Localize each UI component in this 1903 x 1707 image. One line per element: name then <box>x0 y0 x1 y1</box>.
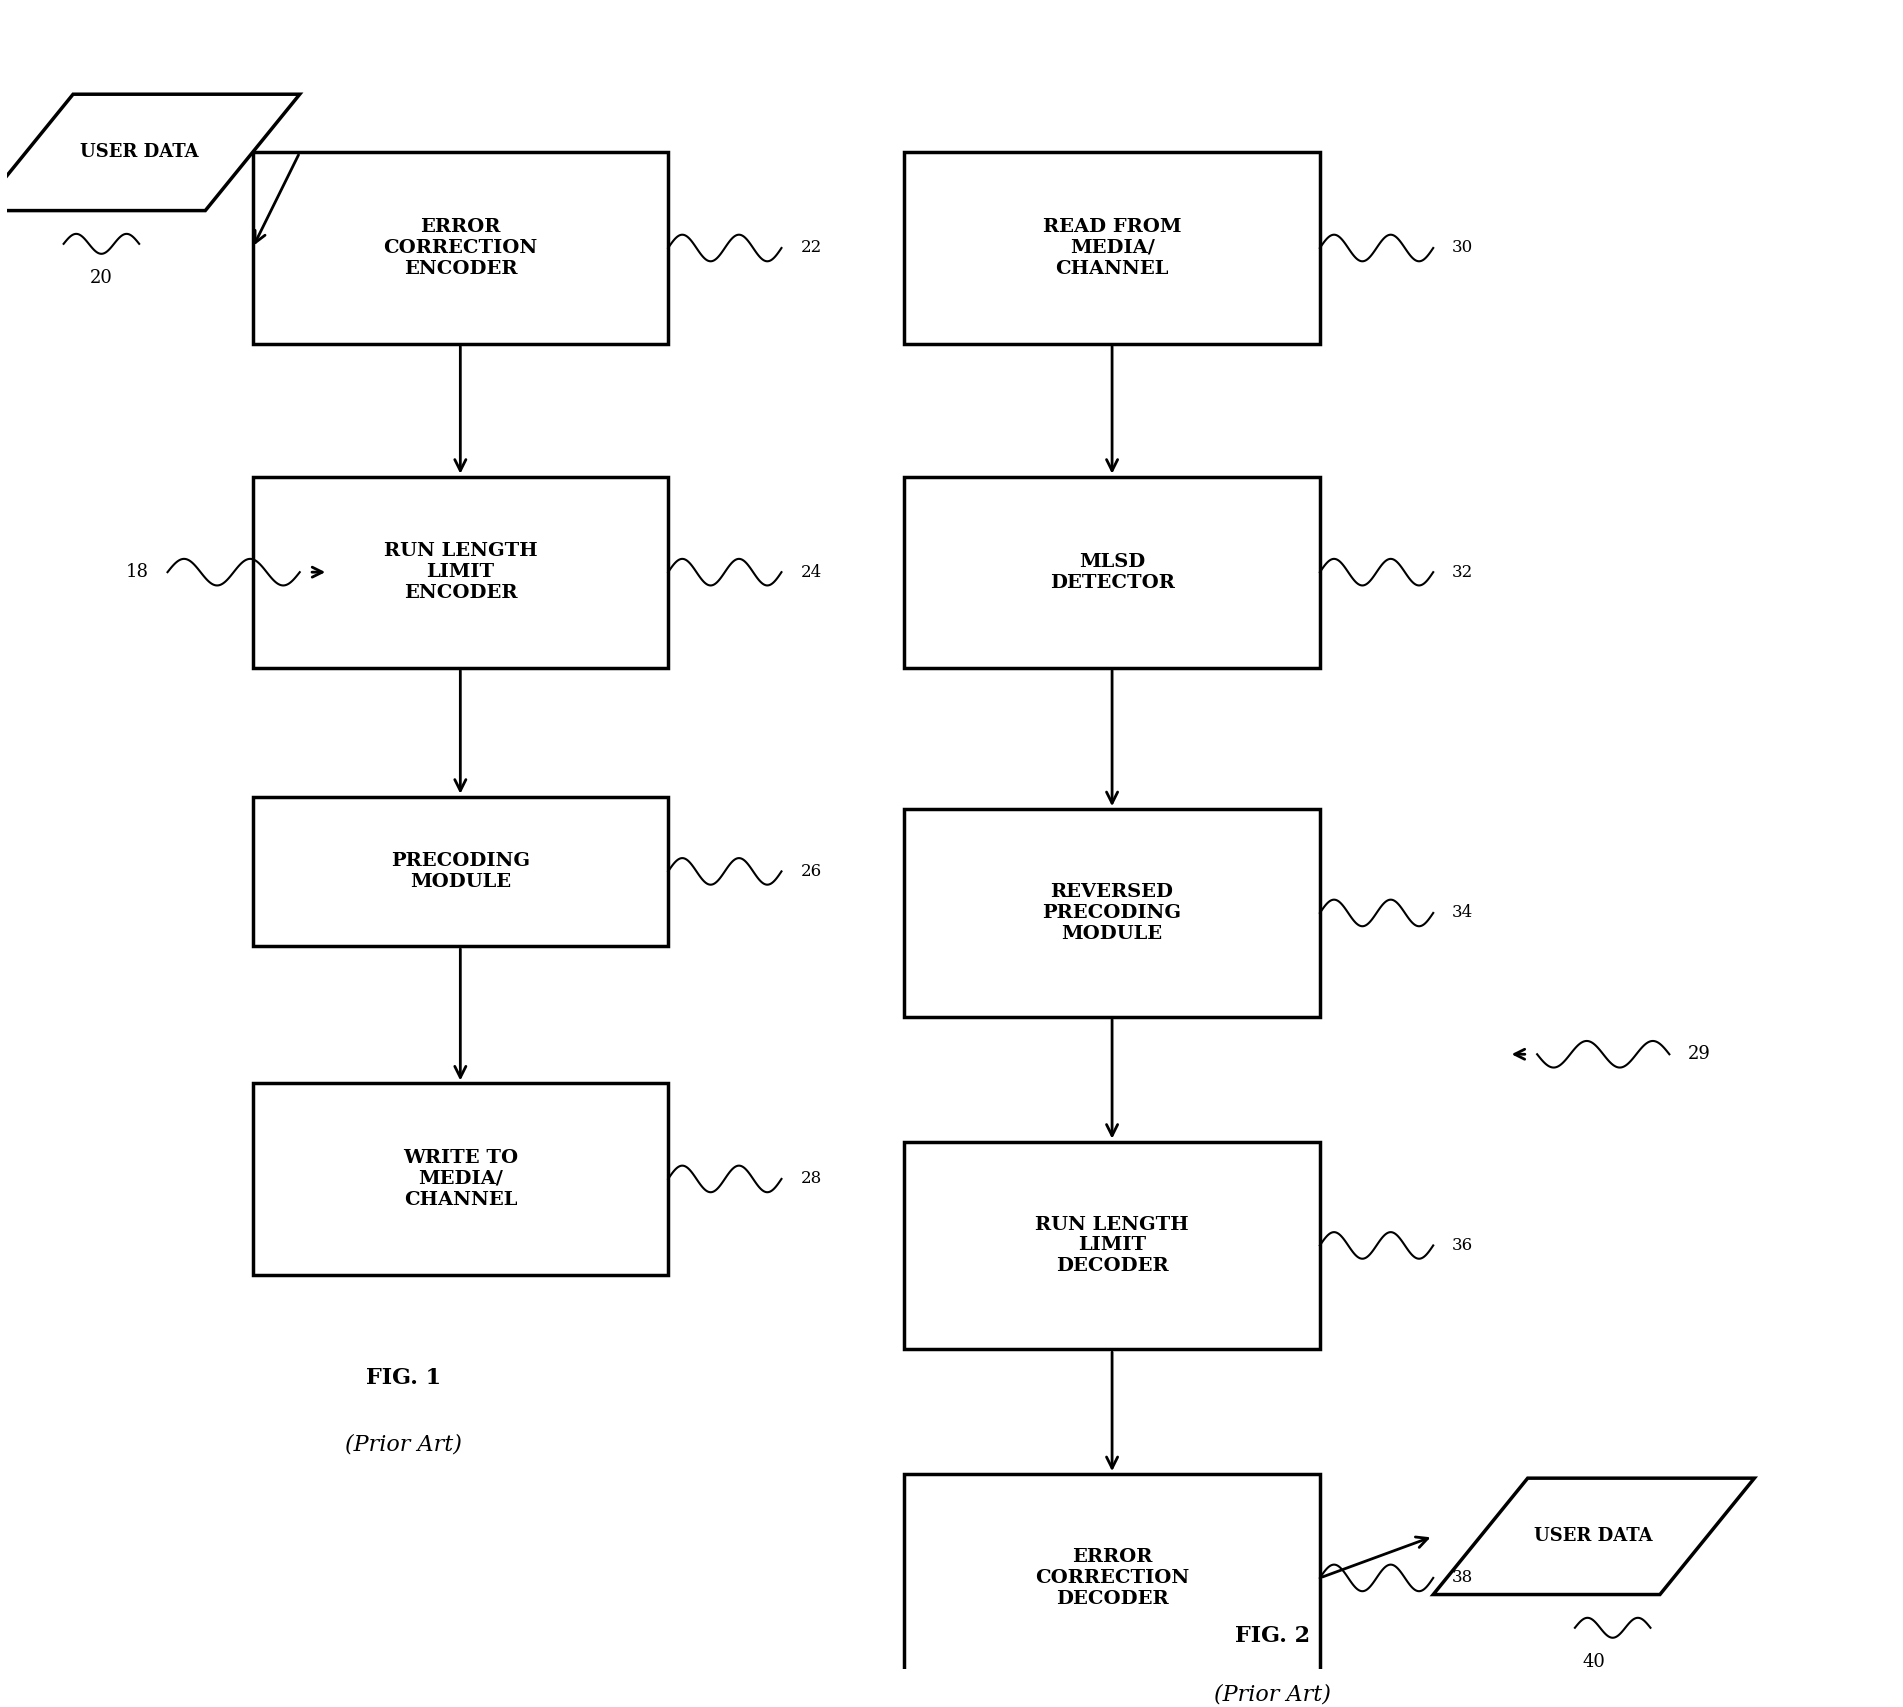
Text: FIG. 1: FIG. 1 <box>365 1367 441 1389</box>
FancyBboxPatch shape <box>904 1142 1321 1349</box>
FancyBboxPatch shape <box>253 797 668 946</box>
Text: RUN LENGTH
LIMIT
ENCODER: RUN LENGTH LIMIT ENCODER <box>384 543 537 603</box>
Polygon shape <box>0 94 301 210</box>
Text: 40: 40 <box>1583 1652 1606 1671</box>
FancyBboxPatch shape <box>904 1475 1321 1681</box>
Text: MLSD
DETECTOR: MLSD DETECTOR <box>1050 553 1174 592</box>
Text: USER DATA: USER DATA <box>80 143 198 162</box>
Text: 18: 18 <box>126 563 148 580</box>
Text: 24: 24 <box>801 563 822 580</box>
Text: ERROR
CORRECTION
DECODER: ERROR CORRECTION DECODER <box>1035 1548 1189 1608</box>
Polygon shape <box>1433 1478 1755 1594</box>
Text: 26: 26 <box>801 864 822 879</box>
Text: READ FROM
MEDIA/
CHANNEL: READ FROM MEDIA/ CHANNEL <box>1043 218 1182 278</box>
Text: PRECODING
MODULE: PRECODING MODULE <box>390 852 529 891</box>
Text: 32: 32 <box>1452 563 1473 580</box>
FancyBboxPatch shape <box>253 1084 668 1275</box>
Text: 30: 30 <box>1452 239 1473 256</box>
Text: 28: 28 <box>801 1171 822 1188</box>
Text: (Prior Art): (Prior Art) <box>1214 1683 1330 1705</box>
Text: 22: 22 <box>801 239 822 256</box>
FancyBboxPatch shape <box>904 152 1321 343</box>
Text: (Prior Art): (Prior Art) <box>344 1434 462 1456</box>
FancyBboxPatch shape <box>253 152 668 343</box>
FancyBboxPatch shape <box>904 476 1321 667</box>
FancyBboxPatch shape <box>253 476 668 667</box>
Text: WRITE TO
MEDIA/
CHANNEL: WRITE TO MEDIA/ CHANNEL <box>403 1149 518 1209</box>
Text: FIG. 2: FIG. 2 <box>1235 1625 1309 1647</box>
Text: ERROR
CORRECTION
ENCODER: ERROR CORRECTION ENCODER <box>383 218 537 278</box>
Text: 36: 36 <box>1452 1238 1473 1255</box>
Text: 20: 20 <box>89 268 112 287</box>
Text: USER DATA: USER DATA <box>1534 1528 1654 1545</box>
Text: 29: 29 <box>1688 1045 1711 1063</box>
Text: 34: 34 <box>1452 905 1473 922</box>
Text: REVERSED
PRECODING
MODULE: REVERSED PRECODING MODULE <box>1043 883 1182 942</box>
FancyBboxPatch shape <box>904 809 1321 1017</box>
Text: RUN LENGTH
LIMIT
DECODER: RUN LENGTH LIMIT DECODER <box>1035 1215 1189 1275</box>
Text: 38: 38 <box>1452 1569 1473 1586</box>
